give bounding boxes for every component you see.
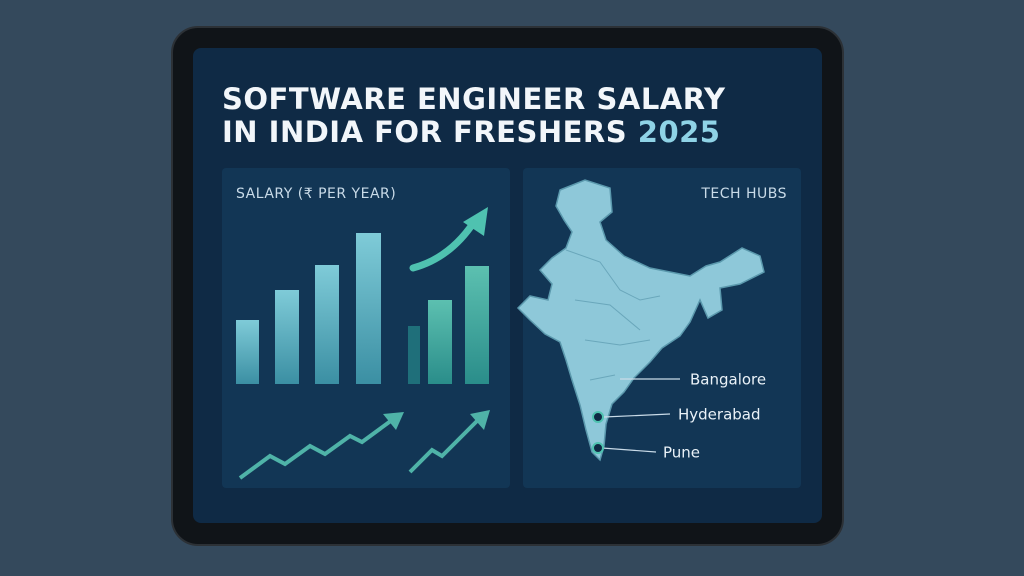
bar [408,326,420,384]
bar [315,265,339,384]
bar [236,320,259,384]
india-map [516,179,765,462]
trend-line-head [470,410,490,430]
bar [275,290,299,384]
trend-arrow-head [463,207,488,236]
title-year: 2025 [638,115,721,149]
hub-line [601,447,657,453]
trend-arrow [409,218,478,272]
title-line: SOFTWARE ENGINEER SALARY [222,82,726,116]
title-line: IN INDIA FOR FRESHERS 2025 [222,115,720,149]
map-borders [565,249,661,381]
trend-line [408,418,480,474]
hub-label: Pune [663,444,700,462]
hub-dot [592,411,604,423]
bar [356,233,381,384]
panel-label: TECH HUBS [700,186,787,202]
title-text: IN INDIA FOR FRESHERS [222,115,627,149]
bar [428,300,452,384]
hub-line [603,413,671,418]
bar [465,266,489,384]
trend-line [238,418,394,480]
hub-label: Hyderabad [678,406,761,424]
trend-line-head [383,412,404,430]
bar-illustration [236,233,489,384]
hub-label: Bangalore [690,371,766,389]
panel-label: SALARY (₹ PER YEAR) [236,186,396,202]
hub-dot [592,442,604,454]
